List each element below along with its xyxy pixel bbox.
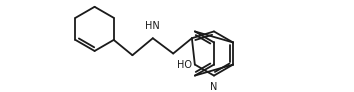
Text: N: N	[210, 82, 218, 92]
Text: HO: HO	[177, 60, 192, 70]
Text: HN: HN	[145, 21, 160, 31]
